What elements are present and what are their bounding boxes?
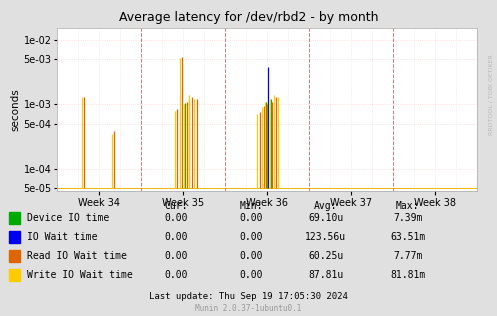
Text: 7.77m: 7.77m	[393, 251, 422, 261]
Text: 81.81m: 81.81m	[390, 270, 425, 280]
Text: Min:: Min:	[239, 201, 263, 211]
Text: 0.00: 0.00	[239, 213, 263, 223]
Text: 123.56u: 123.56u	[305, 232, 346, 242]
Text: 0.00: 0.00	[165, 213, 188, 223]
Text: Read IO Wait time: Read IO Wait time	[27, 251, 127, 261]
Text: Max:: Max:	[396, 201, 419, 211]
Text: 87.81u: 87.81u	[308, 270, 343, 280]
Text: Cur:: Cur:	[165, 201, 188, 211]
Text: 0.00: 0.00	[165, 232, 188, 242]
Text: 0.00: 0.00	[239, 251, 263, 261]
Text: 0.00: 0.00	[239, 270, 263, 280]
Text: 0.00: 0.00	[165, 270, 188, 280]
Y-axis label: seconds: seconds	[11, 88, 21, 131]
Text: IO Wait time: IO Wait time	[27, 232, 98, 242]
Text: RRDTOOL / TOBI OETIKER: RRDTOOL / TOBI OETIKER	[489, 54, 494, 135]
Text: Avg:: Avg:	[314, 201, 337, 211]
Text: 0.00: 0.00	[165, 251, 188, 261]
Text: Device IO time: Device IO time	[27, 213, 109, 223]
Text: Munin 2.0.37-1ubuntu0.1: Munin 2.0.37-1ubuntu0.1	[195, 305, 302, 313]
Text: Last update: Thu Sep 19 17:05:30 2024: Last update: Thu Sep 19 17:05:30 2024	[149, 292, 348, 301]
Text: Average latency for /dev/rbd2 - by month: Average latency for /dev/rbd2 - by month	[119, 11, 378, 24]
Text: 60.25u: 60.25u	[308, 251, 343, 261]
Text: 7.39m: 7.39m	[393, 213, 422, 223]
Text: 69.10u: 69.10u	[308, 213, 343, 223]
Text: Write IO Wait time: Write IO Wait time	[27, 270, 133, 280]
Text: 63.51m: 63.51m	[390, 232, 425, 242]
Text: 0.00: 0.00	[239, 232, 263, 242]
